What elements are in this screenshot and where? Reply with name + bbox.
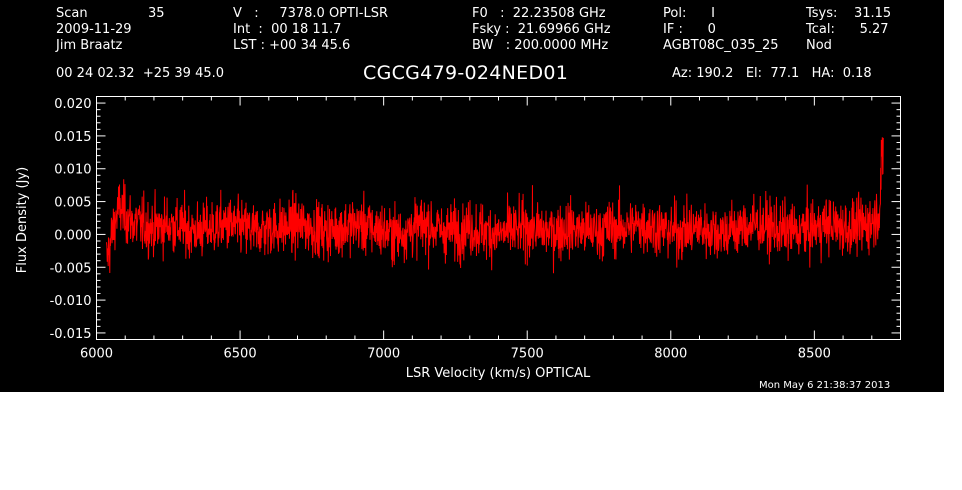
y-axis-label: Flux Density (Jy) [15, 167, 30, 273]
obs-mode: Nod [806, 38, 832, 53]
lst-readout: LST : +00 34 45.6 [233, 38, 351, 53]
bandwidth: BW : 200.0000 MHz [472, 38, 609, 53]
source-name: CGCG479-024NED01 [363, 62, 569, 84]
observer-name: Jim Braatz [56, 38, 123, 53]
x-tick-label: 8500 [798, 347, 831, 362]
spectrum-chart: 6000 6500 7000 7500 8000 8500 -0.015 -0.010 -0.0… [15, 96, 901, 381]
x-tick-label: 7500 [511, 347, 544, 362]
tsys-readout: Tsys: 31.15 [806, 6, 892, 21]
plot-timestamp: Mon May 6 21:38:37 2013 [759, 380, 891, 391]
y-tick-label: 0.010 [54, 163, 91, 178]
y-tick-label: 0.020 [54, 97, 91, 112]
rest-frequency: F0 : 22.23508 GHz [472, 6, 606, 21]
y-tick-label: 0.005 [54, 196, 91, 211]
y-tick-label: -0.015 [50, 327, 92, 342]
project-id: AGBT08C_035_25 [663, 38, 779, 53]
velocity-readout: V : 7378.0 OPTI-LSR [233, 6, 389, 21]
x-tick-label: 7000 [367, 347, 400, 362]
polarization: Pol: I [663, 6, 715, 21]
az-el-ha-readout: Az: 190.2 El: 77.1 HA: 0.18 [672, 66, 872, 81]
spectrum-trace [106, 137, 884, 274]
x-tick-label: 6500 [224, 347, 257, 362]
plot-window: Scan 35 2009-11-29 Jim Braatz 00 24 02.3… [0, 0, 944, 392]
x-tick-label: 8000 [654, 347, 687, 362]
integration-time: Int : 00 18 11.7 [233, 22, 342, 37]
obs-date: 2009-11-29 [56, 22, 132, 37]
y-tick-label: 0.015 [54, 130, 91, 145]
scan-label: Scan [56, 6, 88, 21]
x-axis-label: LSR Velocity (km/s) OPTICAL [406, 366, 591, 381]
if-number: IF : 0 [663, 22, 716, 37]
scan-number: 35 [148, 6, 165, 21]
x-tick-label: 6000 [80, 347, 113, 362]
y-tick-label: -0.010 [50, 294, 92, 309]
y-tick-label: 0.000 [54, 228, 91, 243]
y-tick-label: -0.005 [50, 261, 92, 276]
sky-frequency: Fsky : 21.69966 GHz [472, 22, 611, 37]
tcal-readout: Tcal: 5.27 [806, 22, 889, 37]
source-coordinates: 00 24 02.32 +25 39 45.0 [56, 66, 225, 81]
